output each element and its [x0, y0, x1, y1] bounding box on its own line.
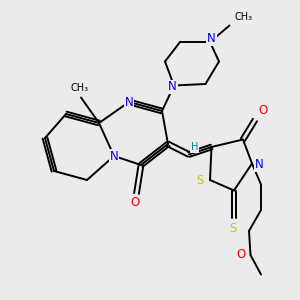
- Text: N: N: [207, 32, 216, 46]
- Text: O: O: [130, 196, 140, 209]
- Text: CH₃: CH₃: [234, 13, 252, 22]
- Text: N: N: [110, 149, 118, 163]
- Text: O: O: [258, 104, 267, 117]
- Text: S: S: [229, 222, 236, 235]
- Text: CH₃: CH₃: [70, 83, 88, 93]
- Text: N: N: [168, 80, 177, 94]
- Text: H: H: [191, 142, 198, 152]
- Text: N: N: [255, 158, 264, 172]
- Text: N: N: [124, 95, 134, 109]
- Text: O: O: [237, 248, 246, 262]
- Text: S: S: [196, 173, 204, 187]
